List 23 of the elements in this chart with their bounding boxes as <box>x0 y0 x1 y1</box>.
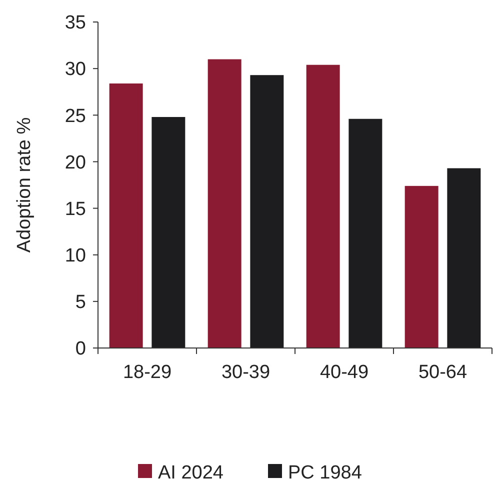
legend-label: AI 2024 <box>158 462 224 484</box>
y-tick-label: 15 <box>64 198 86 220</box>
y-tick-label: 30 <box>64 59 86 80</box>
bar <box>152 117 186 348</box>
y-tick-label: 20 <box>64 152 86 174</box>
y-tick-label: 10 <box>64 246 86 267</box>
x-tick-label: 18-29 <box>122 362 172 383</box>
x-tick-label: 50-64 <box>418 362 468 383</box>
y-tick-label: 35 <box>64 12 86 34</box>
bar <box>250 75 284 348</box>
y-tick-label: 0 <box>75 338 86 360</box>
legend-label: PC 1984 <box>288 462 362 484</box>
y-axis-title: Adoption rate % <box>14 117 35 253</box>
bar <box>404 186 438 348</box>
y-tick-label: 5 <box>75 292 86 314</box>
bar <box>109 83 143 348</box>
bar <box>348 118 382 348</box>
bar <box>306 64 340 348</box>
x-tick-label: 40-49 <box>320 362 369 383</box>
y-tick-label: 25 <box>64 106 86 127</box>
bar <box>208 59 242 348</box>
bar <box>447 168 481 348</box>
x-tick-label: 30-39 <box>221 362 270 383</box>
